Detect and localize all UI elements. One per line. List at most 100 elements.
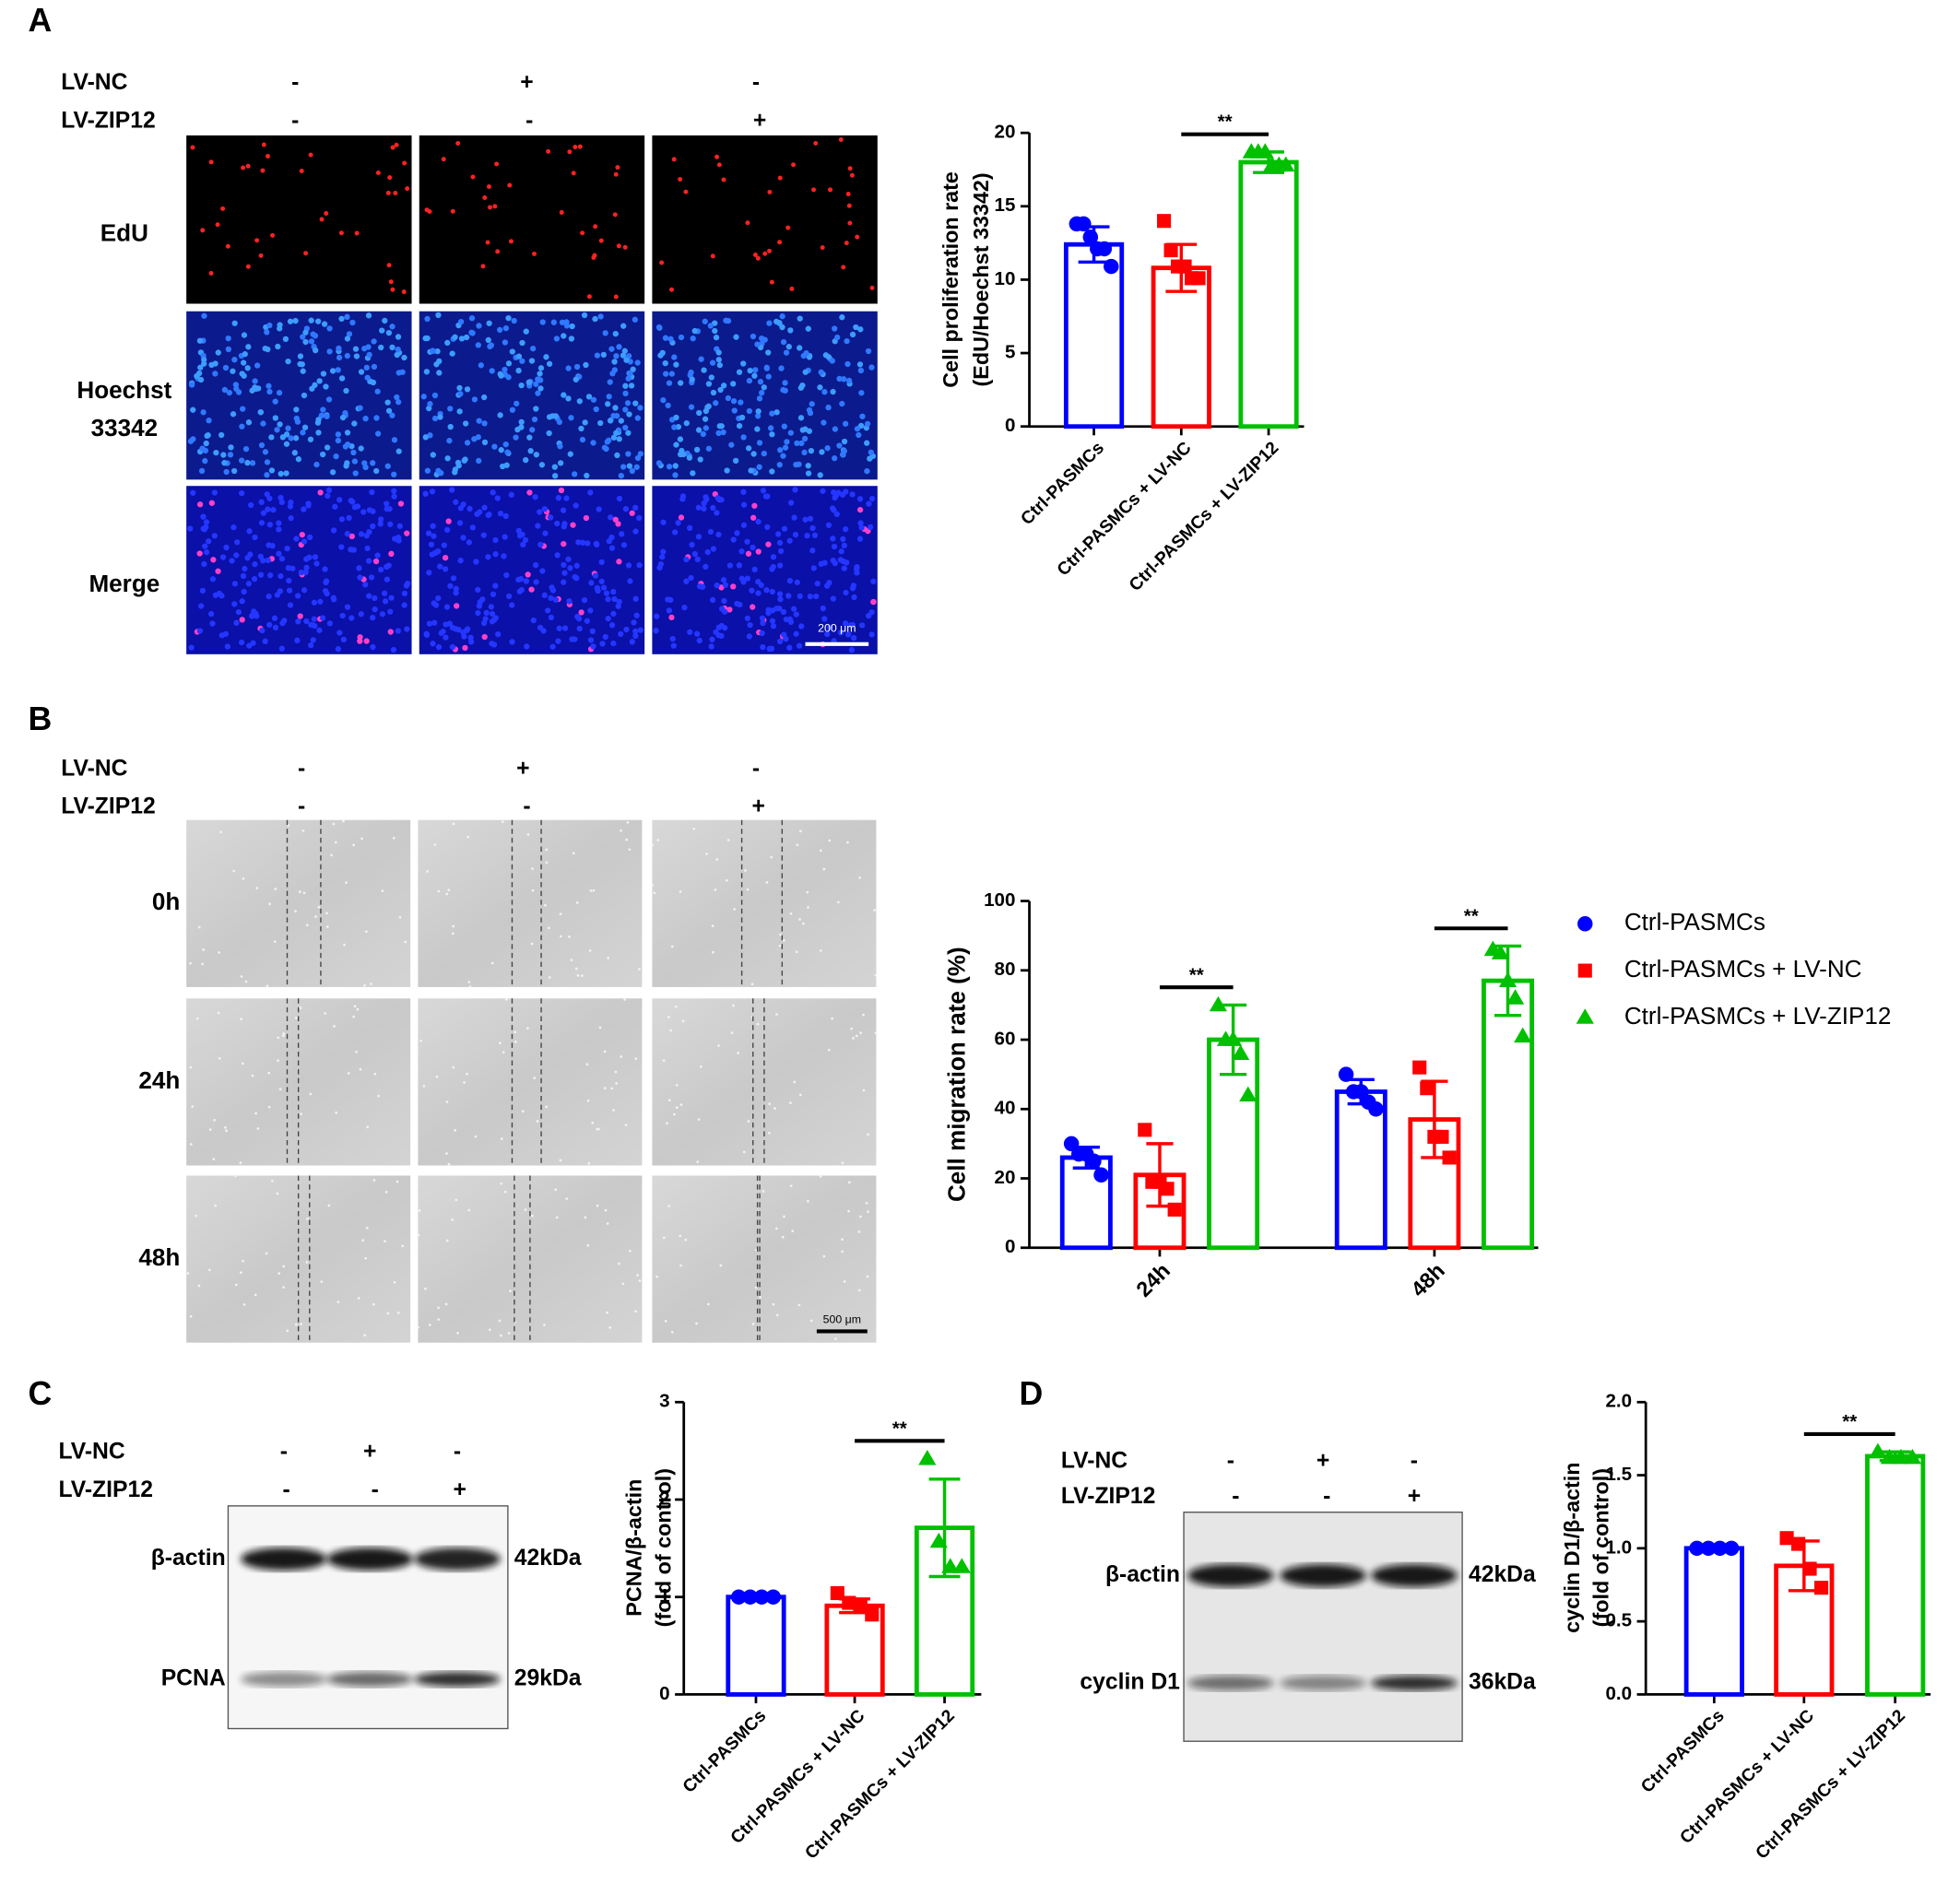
- nucleus: [498, 372, 504, 379]
- nucleus: [431, 533, 437, 539]
- cell-speck: [244, 980, 248, 983]
- nucleus: [716, 362, 724, 369]
- cell-speck: [202, 948, 206, 951]
- nucleus: [671, 354, 678, 360]
- nucleus: [245, 344, 252, 350]
- data-point: [1491, 944, 1510, 959]
- nucleus: [725, 317, 732, 324]
- blot-band: [414, 1548, 501, 1571]
- nucleus: [789, 286, 795, 291]
- cell-speck: [500, 1137, 503, 1140]
- y-axis-label: Cell proliferation rate: [939, 171, 962, 388]
- nucleus: [293, 415, 300, 422]
- cell-speck: [705, 853, 708, 855]
- nucleus: [551, 464, 558, 470]
- nucleus: [364, 545, 371, 552]
- cell-speck: [531, 867, 534, 870]
- nucleus: [629, 510, 635, 516]
- nucleus: [354, 230, 360, 236]
- nucleus: [348, 547, 354, 553]
- data-point: [753, 1589, 770, 1605]
- data-point: [952, 1558, 971, 1573]
- nucleus: [686, 524, 693, 531]
- brightfield: [186, 819, 411, 988]
- nucleus: [278, 499, 286, 505]
- cell-speck: [455, 1198, 458, 1202]
- nucleus: [495, 631, 502, 638]
- nucleus: [357, 405, 363, 411]
- nucleus: [545, 607, 551, 614]
- cell-speck: [437, 1306, 440, 1310]
- nucleus: [277, 325, 283, 332]
- nucleus: [501, 553, 507, 559]
- cell-speck: [422, 1085, 426, 1088]
- nucleus: [349, 319, 356, 326]
- cell-speck: [575, 900, 579, 904]
- nucleus: [297, 353, 304, 359]
- nucleus: [787, 500, 795, 506]
- nucleus: [612, 330, 619, 337]
- western-blot: [227, 1505, 509, 1730]
- nucleus: [258, 499, 265, 506]
- nucleus: [447, 423, 454, 430]
- nucleus: [616, 243, 621, 249]
- cell-speck: [213, 1118, 216, 1122]
- brightfield-bg: [652, 819, 877, 987]
- nucleus: [338, 544, 345, 550]
- y-tick-label: 80: [995, 959, 1016, 980]
- nucleus: [737, 601, 743, 608]
- data-point: [1506, 989, 1525, 1005]
- nucleus: [315, 430, 322, 436]
- cell-speck: [712, 950, 714, 954]
- nucleus: [832, 455, 838, 462]
- nucleus: [308, 641, 314, 649]
- nucleus: [777, 240, 783, 245]
- nucleus: [342, 443, 349, 450]
- nucleus: [769, 588, 775, 595]
- nucleus: [830, 535, 836, 542]
- nucleus: [575, 539, 582, 546]
- nucleus: [316, 627, 323, 633]
- nucleus: [762, 251, 768, 256]
- nucleus: [829, 505, 836, 512]
- data-point: [731, 1589, 747, 1605]
- nucleus: [401, 602, 407, 608]
- nucleus: [405, 186, 410, 192]
- nucleus: [583, 514, 590, 522]
- nucleus: [391, 493, 397, 500]
- nucleus: [482, 616, 489, 622]
- cell-speck: [536, 1120, 539, 1123]
- nucleus: [846, 203, 852, 208]
- nucleus: [325, 492, 331, 500]
- nucleus: [584, 540, 591, 547]
- data-point: [1086, 1153, 1102, 1169]
- nucleus: [683, 556, 690, 563]
- nucleus: [780, 339, 787, 346]
- nucleus: [324, 590, 330, 597]
- nucleus: [372, 594, 378, 602]
- nucleus: [506, 593, 513, 600]
- nucleus: [423, 369, 431, 375]
- nucleus: [366, 593, 372, 599]
- data-point: [1712, 1540, 1728, 1557]
- nucleus: [449, 624, 456, 631]
- treatment-label: LV-NC: [61, 756, 127, 781]
- data-point: [1779, 1531, 1794, 1546]
- nucleus: [315, 417, 322, 423]
- nucleus: [196, 628, 204, 634]
- cell-speck: [324, 1012, 327, 1015]
- cell-speck: [268, 902, 271, 906]
- bar: [1238, 159, 1299, 430]
- nucleus: [514, 426, 521, 433]
- nucleus: [791, 162, 797, 168]
- cell-speck: [214, 1204, 218, 1207]
- nucleus: [843, 488, 849, 495]
- treatment-sign: +: [516, 756, 529, 781]
- nucleus: [777, 596, 784, 603]
- nucleus: [495, 249, 501, 254]
- nucleus: [693, 630, 701, 637]
- nucleus: [312, 333, 319, 339]
- nucleus: [797, 384, 804, 391]
- nucleus: [295, 456, 302, 463]
- nucleus: [842, 526, 849, 533]
